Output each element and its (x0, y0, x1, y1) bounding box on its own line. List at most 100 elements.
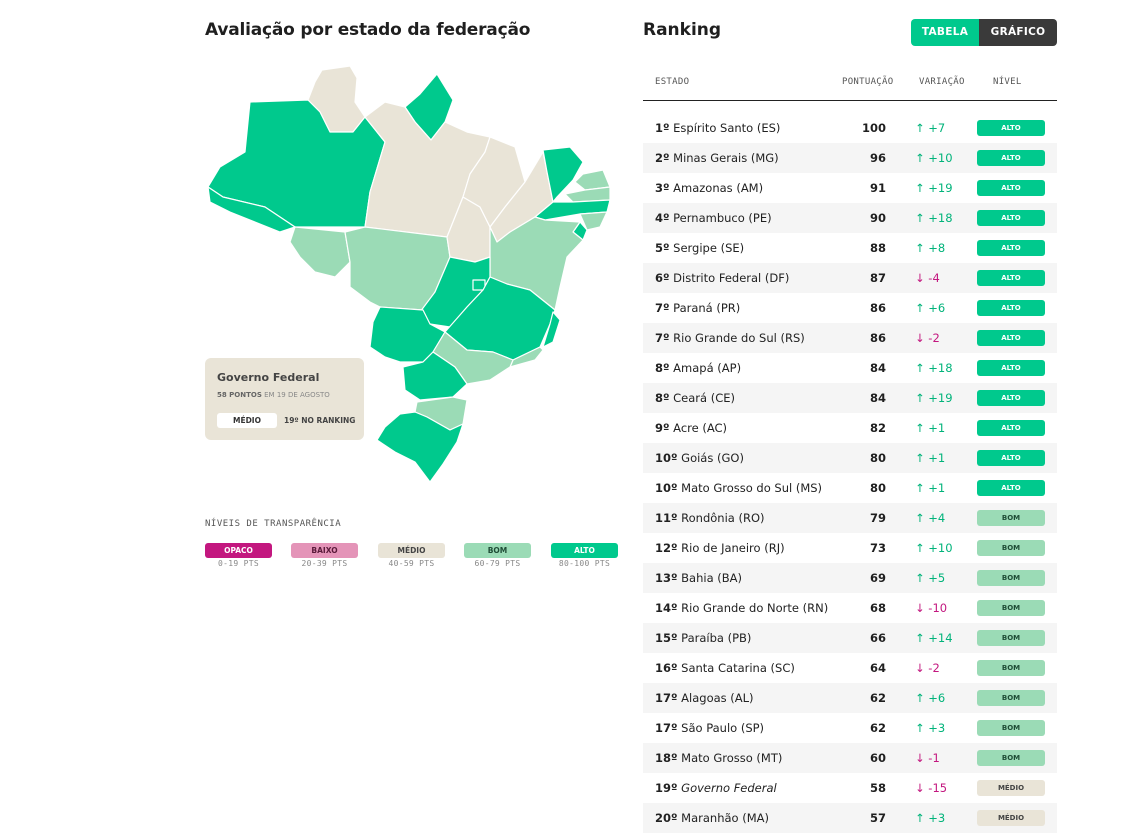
variation-cell: ↑ +6 (915, 691, 945, 705)
variation-cell: ↑ +5 (915, 571, 945, 585)
column-header-variacao[interactable]: VARIAÇÃO (919, 77, 965, 87)
score-cell: 62 (869, 721, 886, 735)
rank-position: 2º (655, 151, 670, 165)
score-cell: 69 (869, 571, 886, 585)
rank-position: 9º (655, 421, 670, 435)
score-cell: 73 (869, 541, 886, 555)
state-name: Rio Grande do Norte (RN) (681, 601, 829, 615)
level-badge: BOM (977, 750, 1045, 766)
level-badge: ALTO (977, 420, 1045, 436)
score-cell: 80 (869, 451, 886, 465)
column-header-estado[interactable]: ESTADO (655, 77, 690, 87)
score-cell: 86 (869, 331, 886, 345)
table-row[interactable]: 10º Mato Grosso do Sul (MS) 80 ↑ +1 ALTO (643, 473, 1057, 503)
map-section-title: Avaliação por estado da federação (205, 20, 531, 40)
table-row[interactable]: 7º Paraná (PR) 86 ↑ +6 ALTO (643, 293, 1057, 323)
table-row[interactable]: 19º Governo Federal 58 ↓ -15 MÉDIO (643, 773, 1057, 803)
state-name: Bahia (BA) (681, 571, 743, 585)
table-row[interactable]: 13º Bahia (BA) 69 ↑ +5 BOM (643, 563, 1057, 593)
federal-card-subtitle: 58 PONTOS EM 19 DE AGOSTO (217, 391, 330, 399)
table-row[interactable]: 4º Pernambuco (PE) 90 ↑ +18 ALTO (643, 203, 1057, 233)
table-row[interactable]: 11º Rondônia (RO) 79 ↑ +4 BOM (643, 503, 1057, 533)
table-row[interactable]: 17º Alagoas (AL) 62 ↑ +6 BOM (643, 683, 1057, 713)
state-name: Paraná (PR) (673, 301, 741, 315)
legend-range: 80-100 PTS (558, 559, 611, 568)
state-name-cell: 20º Maranhão (MA) (655, 811, 769, 825)
map-state-ma (462, 136, 526, 228)
table-row[interactable]: 15º Paraíba (PB) 66 ↑ +14 BOM (643, 623, 1057, 653)
arrow-down-icon: ↓ (915, 601, 925, 615)
legend-range: 40-59 PTS (388, 559, 435, 568)
table-row[interactable]: 1º Espírito Santo (ES) 100 ↑ +7 ALTO (643, 113, 1057, 143)
state-name-cell: 1º Espírito Santo (ES) (655, 121, 780, 135)
federal-card-title: Governo Federal (217, 371, 320, 384)
table-row[interactable]: 8º Ceará (CE) 84 ↑ +19 ALTO (643, 383, 1057, 413)
legend-item-1: BAIXO 20-39 PTS (291, 543, 358, 568)
variation-cell: ↓ -15 (915, 781, 947, 795)
arrow-up-icon: ↑ (915, 151, 925, 165)
arrow-up-icon: ↑ (915, 571, 925, 585)
variation-value: -15 (928, 781, 948, 795)
column-header-nivel[interactable]: NÍVEL (993, 77, 1022, 87)
table-row[interactable]: 9º Acre (AC) 82 ↑ +1 ALTO (643, 413, 1057, 443)
score-cell: 88 (869, 241, 886, 255)
rank-position: 10º (655, 451, 678, 465)
rank-position: 1º (655, 121, 670, 135)
variation-cell: ↑ +14 (915, 631, 953, 645)
tab-grafico[interactable]: GRÁFICO (979, 19, 1057, 46)
table-row[interactable]: 3º Amazonas (AM) 91 ↑ +19 ALTO (643, 173, 1057, 203)
state-name: Rondônia (RO) (681, 511, 765, 525)
score-cell: 91 (869, 181, 886, 195)
legend-range: 0-19 PTS (218, 559, 259, 568)
level-badge: ALTO (977, 240, 1045, 256)
score-cell: 87 (869, 271, 886, 285)
state-name-cell: 7º Paraná (PR) (655, 301, 740, 315)
state-name-cell: 11º Rondônia (RO) (655, 511, 765, 525)
table-row[interactable]: 12º Rio de Janeiro (RJ) 73 ↑ +10 BOM (643, 533, 1057, 563)
table-row[interactable]: 20º Maranhão (MA) 57 ↑ +3 MÉDIO (643, 803, 1057, 833)
table-row[interactable]: 8º Amapá (AP) 84 ↑ +18 ALTO (643, 353, 1057, 383)
ranking-table-body: 1º Espírito Santo (ES) 100 ↑ +7 ALTO 2º Mina… (643, 113, 1057, 833)
state-name-cell: 7º Rio Grande do Sul (RS) (655, 331, 805, 345)
column-header-pontuacao[interactable]: PONTUAÇÃO (842, 77, 894, 87)
variation-cell: ↑ +18 (915, 361, 953, 375)
state-name-cell: 18º Mato Grosso (MT) (655, 751, 782, 765)
arrow-up-icon: ↑ (915, 421, 925, 435)
score-cell: 84 (869, 391, 886, 405)
arrow-up-icon: ↑ (915, 511, 925, 525)
table-row[interactable]: 14º Rio Grande do Norte (RN) 68 ↓ -10 BOM (643, 593, 1057, 623)
variation-value: +3 (928, 721, 946, 735)
score-cell: 66 (869, 631, 886, 645)
table-row[interactable]: 16º Santa Catarina (SC) 64 ↓ -2 BOM (643, 653, 1057, 683)
state-name-cell: 10º Mato Grosso do Sul (MS) (655, 481, 822, 495)
table-row[interactable]: 18º Mato Grosso (MT) 60 ↓ -1 BOM (643, 743, 1057, 773)
score-cell: 96 (869, 151, 886, 165)
state-name-cell: 2º Minas Gerais (MG) (655, 151, 779, 165)
arrow-up-icon: ↑ (915, 241, 925, 255)
table-row[interactable]: 5º Sergipe (SE) 88 ↑ +8 ALTO (643, 233, 1057, 263)
table-row[interactable]: 7º Rio Grande do Sul (RS) 86 ↓ -2 ALTO (643, 323, 1057, 353)
rank-position: 20º (655, 811, 678, 825)
level-badge: BOM (977, 690, 1045, 706)
legend-item-3: BOM 60-79 PTS (464, 543, 531, 568)
level-badge: BOM (977, 600, 1045, 616)
rank-position: 6º (655, 271, 670, 285)
score-cell: 86 (869, 301, 886, 315)
rank-position: 7º (655, 331, 670, 345)
rank-position: 8º (655, 361, 670, 375)
variation-value: +19 (928, 181, 953, 195)
table-row[interactable]: 2º Minas Gerais (MG) 96 ↑ +10 ALTO (643, 143, 1057, 173)
state-name: Acre (AC) (673, 421, 728, 435)
state-name-cell: 13º Bahia (BA) (655, 571, 742, 585)
level-badge: ALTO (977, 270, 1045, 286)
table-row[interactable]: 10º Goiás (GO) 80 ↑ +1 ALTO (643, 443, 1057, 473)
state-name-cell: 16º Santa Catarina (SC) (655, 661, 795, 675)
variation-value: +4 (928, 511, 946, 525)
state-name: Alagoas (AL) (681, 691, 754, 705)
table-row[interactable]: 6º Distrito Federal (DF) 87 ↓ -4 ALTO (643, 263, 1057, 293)
state-name-cell: 5º Sergipe (SE) (655, 241, 744, 255)
table-row[interactable]: 17º São Paulo (SP) 62 ↑ +3 BOM (643, 713, 1057, 743)
variation-value: -2 (928, 331, 940, 345)
tab-tabela[interactable]: TABELA (911, 19, 979, 46)
variation-value: +10 (928, 541, 953, 555)
